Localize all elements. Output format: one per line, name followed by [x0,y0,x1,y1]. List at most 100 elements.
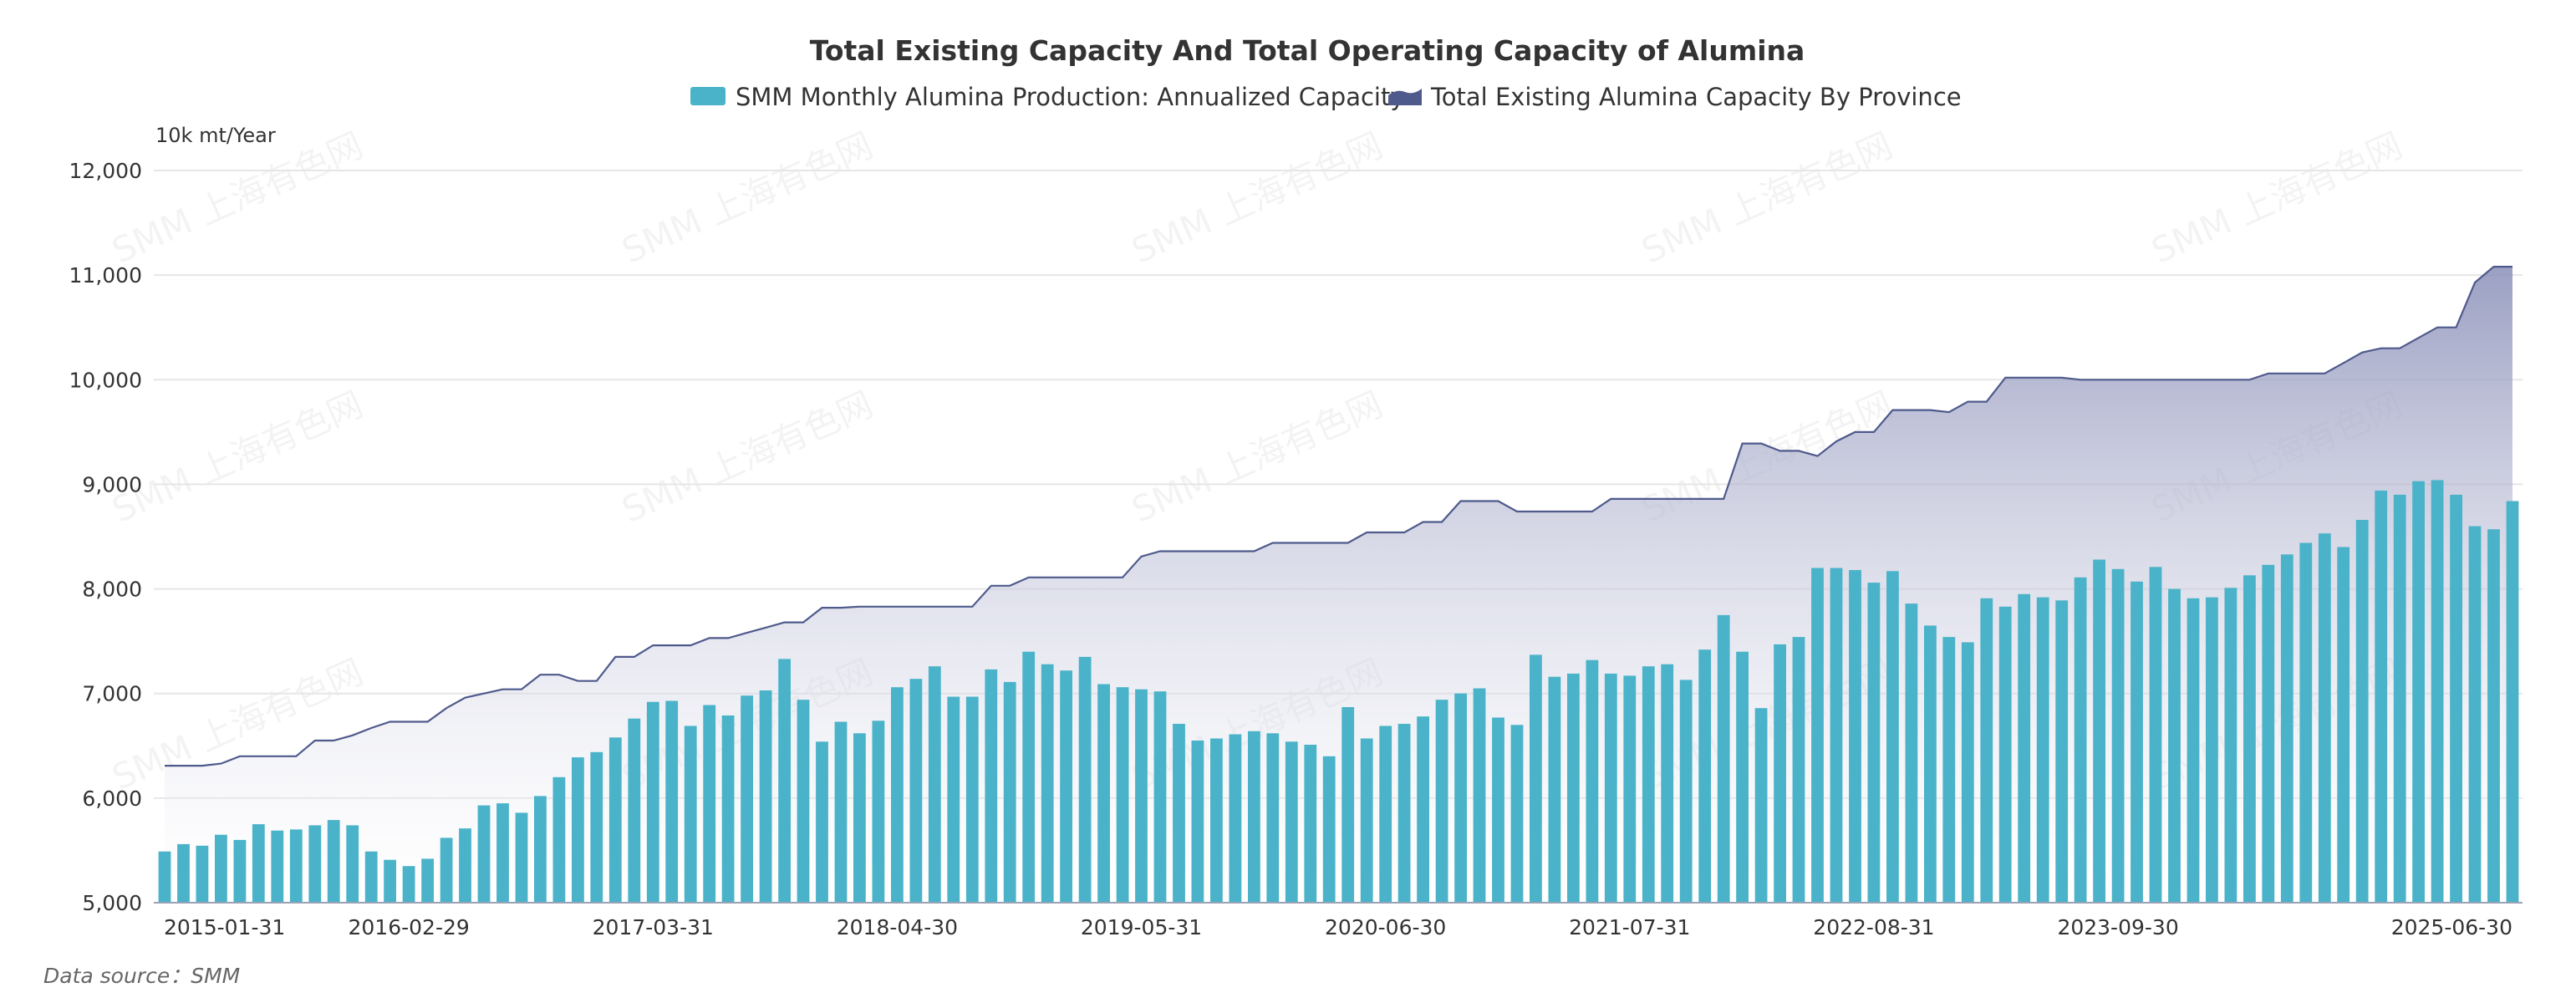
bar[interactable] [2337,547,2350,904]
bar[interactable] [1811,568,1824,904]
bar[interactable] [477,805,491,903]
bar[interactable] [2036,597,2049,903]
bar[interactable] [196,845,209,903]
bar[interactable] [364,851,378,903]
legend-item-area[interactable]: Total Existing Alumina Capacity By Provi… [1388,83,1962,111]
bar[interactable] [1322,756,1336,903]
bar[interactable] [2131,581,2143,903]
bar[interactable] [985,669,998,903]
bar[interactable] [1998,606,2012,903]
bar[interactable] [440,838,453,903]
bar[interactable] [1078,656,1092,903]
bar[interactable] [1942,637,1956,903]
bar[interactable] [2299,542,2313,904]
bar[interactable] [1980,598,1993,903]
bar[interactable] [552,776,566,903]
bar[interactable] [1642,666,1655,903]
bar[interactable] [2187,598,2200,903]
bar[interactable] [1473,688,1486,904]
bar[interactable] [1191,741,1204,903]
bar[interactable] [572,757,584,903]
bar[interactable] [233,839,247,903]
bar[interactable] [1961,642,1974,903]
bar[interactable] [1379,726,1392,904]
bar[interactable] [928,666,941,903]
bar[interactable] [1698,649,1712,903]
bar[interactable] [421,858,434,903]
bar[interactable] [2487,529,2500,903]
bar[interactable] [177,843,190,903]
bar[interactable] [2074,577,2087,903]
bar[interactable] [797,700,810,903]
bar[interactable] [2093,559,2105,904]
bar[interactable] [1248,731,1260,903]
bar[interactable] [1849,570,1861,903]
bar[interactable] [1510,725,1524,903]
bar[interactable] [327,820,340,903]
bar[interactable] [2018,593,2031,903]
bar[interactable] [1886,571,1899,903]
bar[interactable] [1905,603,1918,903]
bar[interactable] [646,701,659,903]
bar[interactable] [2318,533,2331,903]
bar[interactable] [2243,575,2256,903]
bar[interactable] [2355,520,2369,903]
bar[interactable] [496,803,509,903]
bar[interactable] [1586,659,1599,903]
bar[interactable] [1153,691,1167,903]
bar[interactable] [1041,664,1054,903]
bar[interactable] [1623,675,1637,903]
bar[interactable] [1717,614,1730,903]
bar[interactable] [741,695,753,903]
bar[interactable] [459,828,471,903]
bar[interactable] [308,825,322,903]
bar[interactable] [628,718,641,903]
bar[interactable] [778,659,791,903]
bar[interactable] [1679,680,1693,903]
bar[interactable] [909,679,923,903]
bar[interactable] [2468,526,2482,904]
bar[interactable] [2412,481,2425,903]
bar[interactable] [1417,716,1429,903]
bar[interactable] [2280,554,2293,903]
bar[interactable] [252,824,265,903]
bar[interactable] [891,687,904,903]
bar[interactable] [1360,738,1373,904]
bar[interactable] [1454,693,1467,903]
bar[interactable] [872,720,885,903]
bar[interactable] [1022,651,1036,903]
bar[interactable] [684,726,697,904]
bar[interactable] [289,829,303,903]
bar[interactable] [1435,700,1448,903]
bar[interactable] [2393,494,2406,903]
bar[interactable] [1604,673,1617,903]
bar[interactable] [2431,480,2444,903]
bar[interactable] [2375,490,2388,903]
bar[interactable] [346,825,359,903]
bar[interactable] [1924,625,1937,903]
bar[interactable] [947,696,960,904]
bar[interactable] [2450,494,2462,903]
bar[interactable] [1736,651,1749,903]
bar[interactable] [1661,664,1674,903]
bar[interactable] [1397,724,1411,903]
bar[interactable] [1548,676,1561,903]
bar[interactable] [1341,707,1355,903]
bar[interactable] [1173,724,1185,903]
bar[interactable] [1867,583,1881,903]
bar[interactable] [2111,568,2125,903]
bar[interactable] [2206,597,2218,903]
bar[interactable] [1135,689,1148,903]
bar[interactable] [402,866,415,903]
bar[interactable] [158,851,171,903]
bar[interactable] [1266,733,1280,903]
bar[interactable] [834,721,848,904]
bar[interactable] [759,690,772,903]
bar[interactable] [1210,738,1223,904]
bar[interactable] [1492,717,1504,904]
bar[interactable] [721,715,735,903]
legend-item-bar[interactable]: SMM Monthly Alumina Production: Annualiz… [690,83,1405,111]
bar[interactable] [2262,564,2275,903]
bar[interactable] [1830,568,1843,904]
bar[interactable] [1754,708,1768,903]
